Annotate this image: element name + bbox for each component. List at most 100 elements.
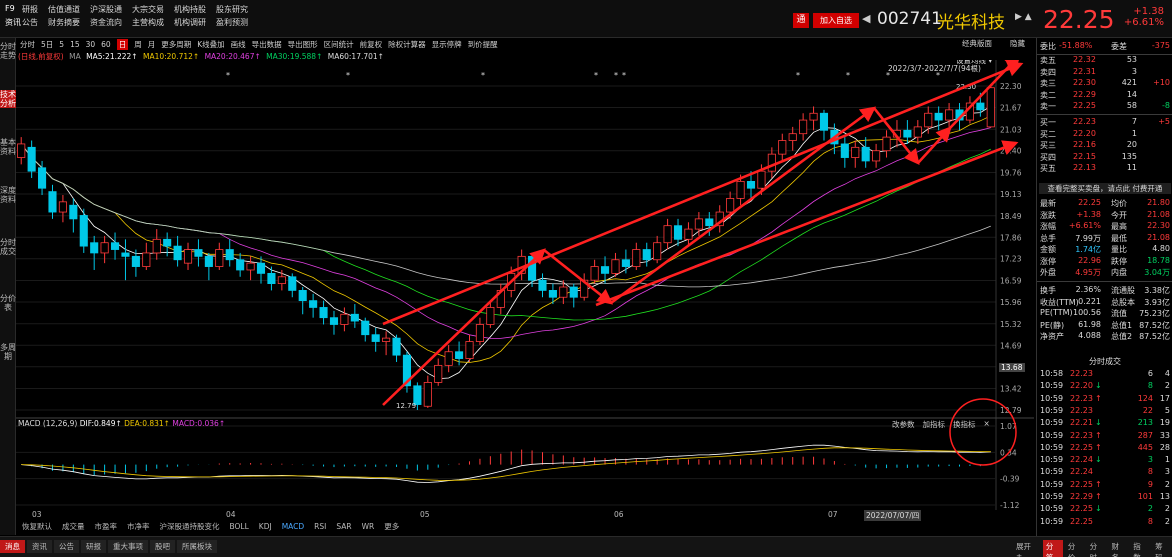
indicator-tab[interactable]: 恢复默认 xyxy=(22,521,52,531)
bottom-right-tab[interactable]: 指数 xyxy=(1133,542,1141,557)
nav-technical[interactable]: 技术分析 xyxy=(0,90,16,108)
event-marker[interactable]: * xyxy=(226,71,230,80)
toolbar-item[interactable]: 画线 xyxy=(230,39,246,49)
candle xyxy=(152,229,161,260)
candle-body xyxy=(329,317,339,325)
close-icon[interactable]: × xyxy=(983,419,990,428)
menu-finance[interactable]: 财务摘要 xyxy=(48,18,80,27)
toolbar-item[interactable]: K线叠加 xyxy=(197,39,225,49)
nav-intraday[interactable]: 分时走势 xyxy=(0,42,16,60)
bottom-right-tab[interactable]: 展开 ± xyxy=(1016,542,1031,557)
bottom-right-tab[interactable]: 财务 xyxy=(1111,542,1119,557)
toolbar-item[interactable]: 周 xyxy=(134,39,142,49)
kline-chart[interactable]: 22.3021.6721.0320.4019.7619.1318.4917.86… xyxy=(16,60,1034,510)
fundamental-row: 净资产 4.088 总值2 87.52亿 xyxy=(1037,331,1172,342)
toolbar-item[interactable]: 更多周期 xyxy=(161,39,192,49)
f9-button[interactable]: F9 xyxy=(5,4,15,13)
menu-business[interactable]: 主营构成 xyxy=(132,18,164,27)
event-marker[interactable]: * xyxy=(594,71,598,80)
bottom-right-tab[interactable]: 分价 xyxy=(1067,542,1076,557)
candle-body xyxy=(924,112,933,128)
event-marker[interactable]: * xyxy=(614,71,618,80)
toolbar-item[interactable]: 除权计算器 xyxy=(388,39,426,49)
next-stock-icon[interactable]: ▶ ▲ xyxy=(1015,12,1032,22)
ma-settings-dropdown[interactable]: 设置均线 ▾ xyxy=(956,60,992,65)
toolbar-item[interactable]: 60 xyxy=(101,39,111,49)
nav-basic-info[interactable]: 基本资料 xyxy=(0,138,16,156)
hide-button[interactable]: 隐藏 xyxy=(1010,39,1025,48)
menu-forecast[interactable]: 盈利预测 xyxy=(216,18,248,27)
event-marker[interactable]: * xyxy=(936,71,940,80)
toolbar-item[interactable]: 日 xyxy=(116,38,129,50)
toolbar-item[interactable]: 分时 xyxy=(20,39,35,49)
bottom-tab[interactable]: 资讯 xyxy=(27,540,52,553)
menu-valuation[interactable]: 估值通道 xyxy=(48,5,80,14)
menu-research[interactable]: 研报 xyxy=(22,5,38,14)
fundamental-row: 换手 2.36% 流通股 3.38亿 xyxy=(1037,285,1172,296)
toolbar-item[interactable]: 月 xyxy=(147,39,156,49)
add-watchlist-button[interactable]: 加入自选 xyxy=(813,13,859,28)
toolbar-item[interactable]: 显示停牌 xyxy=(431,39,462,49)
toolbar-item[interactable]: 5 xyxy=(59,39,65,49)
bottom-tab[interactable]: 所属板块 xyxy=(177,540,217,553)
menu-announcement[interactable]: 公告 xyxy=(22,18,38,27)
event-marker[interactable]: * xyxy=(886,71,890,80)
bottom-tab[interactable]: 研报 xyxy=(81,540,106,553)
edit-params-button[interactable]: 改参数 xyxy=(892,420,915,429)
toolbar-item[interactable]: 5日 xyxy=(41,39,54,49)
indicator-tab[interactable]: WR xyxy=(361,521,375,531)
indicator-tab[interactable]: 沪深股通持股变化 xyxy=(159,521,220,531)
indicator-tab[interactable]: RSI xyxy=(314,521,327,531)
layout-button[interactable]: 经典版面 xyxy=(962,39,992,48)
nav-price-table[interactable]: 分价表 xyxy=(0,294,16,312)
event-marker[interactable]: * xyxy=(796,71,800,80)
menu-shareholder[interactable]: 股东研究 xyxy=(216,5,248,14)
bottom-tab[interactable]: 公告 xyxy=(54,540,79,553)
indicator-tab[interactable]: 市盈率 xyxy=(94,521,118,531)
price-tick: 17.86 xyxy=(1000,233,1022,242)
ask-change: +10 xyxy=(1153,78,1170,87)
candle xyxy=(903,120,912,144)
toolbar-item[interactable]: 前复权 xyxy=(359,39,383,49)
bottom-tab[interactable]: 消息 xyxy=(0,540,25,553)
indicator-tab[interactable]: SAR xyxy=(336,521,352,531)
switch-indicator-button[interactable]: 换指标 xyxy=(953,420,976,429)
indicator-tab[interactable]: 成交量 xyxy=(62,521,85,531)
bottom-tab[interactable]: 股吧 xyxy=(150,540,175,553)
prev-stock-icon[interactable]: ◀ xyxy=(862,12,871,25)
indicator-tab[interactable]: KDJ xyxy=(258,521,272,531)
toolbar-item[interactable]: 导出图形 xyxy=(287,39,318,49)
adjust-label[interactable]: (日线,前复权) xyxy=(18,52,64,61)
toolbar-item[interactable]: 到价提醒 xyxy=(467,39,498,49)
menu-institution[interactable]: 机构持股 xyxy=(174,5,206,14)
indicator-tab[interactable]: 更多 xyxy=(384,521,400,531)
full-orderbook-link[interactable]: 查看完整买卖盘，请点此 付费开通 xyxy=(1039,183,1171,194)
tick-direction: ↓ xyxy=(1095,381,1102,391)
indicator-tab[interactable]: 市净率 xyxy=(127,521,150,531)
toolbar-item[interactable]: 区间统计 xyxy=(323,39,354,49)
event-marker[interactable]: * xyxy=(622,71,626,80)
bottom-right-tab[interactable]: 分时 xyxy=(1089,542,1098,557)
nav-ticks[interactable]: 分时成交 xyxy=(0,238,16,256)
event-marker[interactable]: * xyxy=(346,71,350,80)
menu-block-trade[interactable]: 大宗交易 xyxy=(132,5,164,14)
nav-multi-period[interactable]: 多周期 xyxy=(0,343,16,361)
event-marker[interactable]: * xyxy=(481,71,485,80)
bid-price: 22.23 xyxy=(1073,117,1096,126)
nav-deep-info[interactable]: 深度资料 xyxy=(0,186,16,204)
bottom-right-tab[interactable]: 筹码 xyxy=(1155,542,1163,557)
bottom-tab[interactable]: 重大事项 xyxy=(108,540,148,553)
news-link[interactable]: 资讯 xyxy=(5,18,21,27)
toolbar-item[interactable]: 15 xyxy=(70,39,80,49)
event-marker[interactable]: * xyxy=(846,71,850,80)
macd-params[interactable]: MACD (12,26,9) xyxy=(18,419,78,428)
bottom-right-tab[interactable]: 分笔 xyxy=(1042,540,1063,557)
toolbar-item[interactable]: 30 xyxy=(85,39,96,49)
menu-connect[interactable]: 沪深股通 xyxy=(90,5,122,14)
toolbar-item[interactable]: 导出数据 xyxy=(251,39,282,49)
indicator-tab[interactable]: BOLL xyxy=(229,521,249,531)
add-indicator-button[interactable]: 加指标 xyxy=(922,420,946,429)
indicator-tab[interactable]: MACD xyxy=(281,521,305,531)
menu-survey[interactable]: 机构调研 xyxy=(174,18,206,27)
menu-fund-flow[interactable]: 资金流向 xyxy=(90,18,122,27)
